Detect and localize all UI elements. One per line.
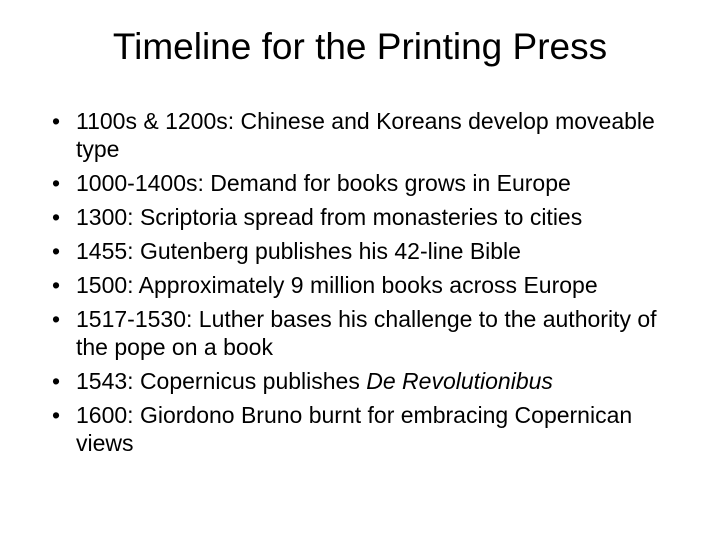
bullet-text: 1500: Approximately 9 million books acro… <box>76 272 598 298</box>
list-item: 1000-1400s: Demand for books grows in Eu… <box>50 169 676 197</box>
bullet-text-pre: 1543: Copernicus publishes <box>76 368 366 394</box>
bullet-text: 1300: Scriptoria spread from monasteries… <box>76 204 582 230</box>
list-item: 1600: Giordono Bruno burnt for embracing… <box>50 401 676 457</box>
list-item: 1543: Copernicus publishes De Revolution… <box>50 367 676 395</box>
bullet-text: 1000-1400s: Demand for books grows in Eu… <box>76 170 571 196</box>
bullet-text: 1100s & 1200s: Chinese and Koreans devel… <box>76 108 655 162</box>
bullet-list: 1100s & 1200s: Chinese and Koreans devel… <box>44 107 676 458</box>
slide-title: Timeline for the Printing Press <box>44 26 676 69</box>
list-item: 1100s & 1200s: Chinese and Koreans devel… <box>50 107 676 163</box>
list-item: 1517-1530: Luther bases his challenge to… <box>50 305 676 361</box>
bullet-text: 1600: Giordono Bruno burnt for embracing… <box>76 402 632 456</box>
list-item: 1455: Gutenberg publishes his 42-line Bi… <box>50 237 676 265</box>
bullet-text-italic: De Revolutionibus <box>366 368 553 394</box>
bullet-text: 1455: Gutenberg publishes his 42-line Bi… <box>76 238 521 264</box>
list-item: 1300: Scriptoria spread from monasteries… <box>50 203 676 231</box>
slide: Timeline for the Printing Press 1100s & … <box>0 0 720 540</box>
list-item: 1500: Approximately 9 million books acro… <box>50 271 676 299</box>
bullet-text: 1517-1530: Luther bases his challenge to… <box>76 306 657 360</box>
